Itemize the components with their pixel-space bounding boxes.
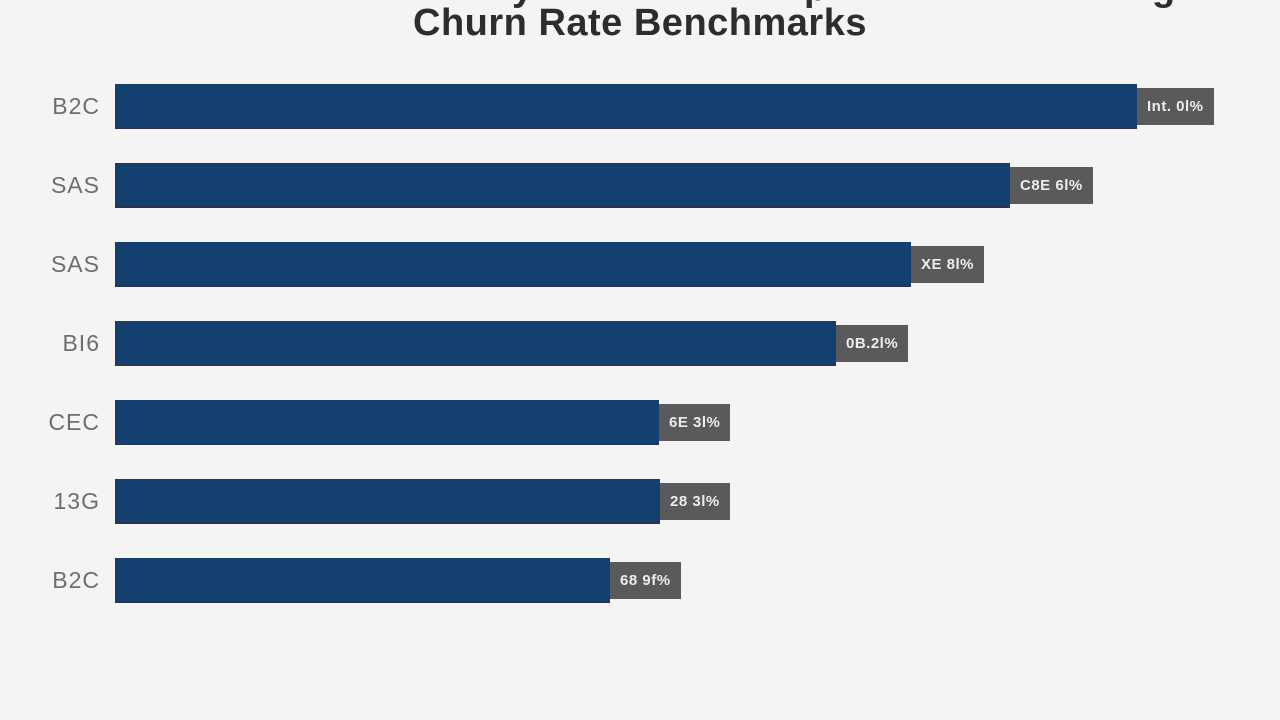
bar <box>115 242 911 287</box>
bar-row: B2C Int. 0l% <box>0 84 1280 129</box>
bar-row: 13G 28 3l% <box>0 479 1280 524</box>
category-label: CEC <box>48 409 100 435</box>
category-label: B2C <box>52 567 100 593</box>
category-label: BI6 <box>62 330 100 356</box>
chart-title: Churn Rate Benchmarks <box>413 2 867 44</box>
bar <box>115 321 836 366</box>
value-label: 6E 3l% <box>659 404 731 441</box>
value-label: Int. 0l% <box>1137 88 1214 125</box>
bar-row: SAS XE 8l% <box>0 242 1280 287</box>
clipped-letter-fragment: y <box>512 0 533 8</box>
bar <box>115 84 1137 129</box>
bar <box>115 558 610 603</box>
value-label: XE 8l% <box>911 246 985 283</box>
bar-row: CEC 6E 3l% <box>0 400 1280 445</box>
bar <box>115 479 660 524</box>
value-label: 0B.2l% <box>836 325 909 362</box>
category-label: SAS <box>50 251 100 277</box>
bar-row: BI6 0B.2l% <box>0 321 1280 366</box>
category-label: B2C <box>52 93 100 119</box>
clipped-letter-fragment: p <box>804 0 827 8</box>
value-label: 28 3l% <box>660 483 730 520</box>
bar-row: B2C 68 9f% <box>0 558 1280 603</box>
bar <box>115 400 659 445</box>
clipped-title-line: y p g <box>0 0 1280 8</box>
clipped-letter-fragment: g <box>1152 0 1175 8</box>
category-label: 13G <box>53 488 100 514</box>
bar-row: SAS C8E 6l% <box>0 163 1280 208</box>
value-label: 68 9f% <box>610 562 681 599</box>
value-label: C8E 6l% <box>1010 167 1093 204</box>
category-label: SAS <box>50 172 100 198</box>
bar <box>115 163 1010 208</box>
